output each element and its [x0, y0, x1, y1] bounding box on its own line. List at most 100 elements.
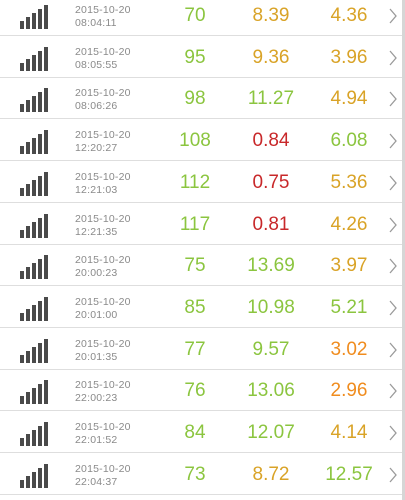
- signal-bar: [38, 259, 42, 279]
- signal-bar: [26, 184, 30, 196]
- list-item[interactable]: 2015-10-20 20:01:35 77 9.57 3.02: [0, 330, 402, 370]
- chevron-right-icon[interactable]: [389, 383, 397, 399]
- list-item[interactable]: 2015-10-20 22:00:23 76 13.06 2.96: [0, 371, 402, 411]
- signal-bar: [20, 355, 24, 363]
- value-2: 12.07: [247, 422, 295, 443]
- timestamp-time: 12:20:27: [75, 142, 118, 154]
- chevron-right-icon[interactable]: [389, 467, 397, 483]
- timestamp-date: 2015-10-20: [75, 87, 131, 99]
- signal-bar: [44, 130, 48, 154]
- signal-strength-icon: [20, 130, 52, 154]
- list-item[interactable]: 2015-10-20 12:21:03 112 0.75 5.36: [0, 163, 402, 203]
- signal-bar: [20, 396, 24, 404]
- timestamp-date: 2015-10-20: [75, 46, 131, 58]
- signal-bar: [32, 347, 36, 363]
- list-item[interactable]: 2015-10-20 20:01:00 85 10.98 5.21: [0, 288, 402, 328]
- list-item[interactable]: 2015-10-20 08:05:55 95 9.36 3.96: [0, 38, 402, 78]
- timestamp-time: 08:04:11: [75, 17, 117, 29]
- timestamp-time: 12:21:35: [75, 226, 118, 238]
- signal-bar: [20, 63, 24, 71]
- timestamp-date: 2015-10-20: [75, 379, 131, 391]
- timestamp: 2015-10-20 08:06:26: [75, 87, 131, 113]
- chevron-right-icon[interactable]: [389, 133, 397, 149]
- list-item[interactable]: 2015-10-20 08:04:11 70 8.39 4.36: [0, 0, 402, 36]
- chevron-right-icon[interactable]: [389, 425, 397, 441]
- timestamp: 2015-10-20 20:01:35: [75, 338, 131, 364]
- value-2: 9.57: [252, 339, 290, 360]
- timestamp-date: 2015-10-20: [75, 171, 131, 183]
- value-1: 112: [179, 172, 211, 193]
- value-3: 3.02: [330, 339, 368, 360]
- signal-bar: [44, 422, 48, 446]
- value-2: 9.36: [252, 47, 290, 68]
- value-3: 4.14: [330, 422, 368, 443]
- value-2: 0.81: [252, 214, 290, 235]
- value-2: 11.27: [247, 88, 295, 109]
- timestamp: 2015-10-20 22:00:23: [75, 379, 131, 405]
- timestamp: 2015-10-20 22:01:52: [75, 421, 131, 447]
- timestamp-time: 20:01:00: [75, 309, 118, 321]
- signal-bar: [38, 92, 42, 112]
- timestamp: 2015-10-20 22:04:37: [75, 463, 131, 489]
- value-2: 0.75: [252, 172, 290, 193]
- signal-bar: [44, 172, 48, 196]
- timestamp-time: 22:01:52: [75, 434, 118, 446]
- signal-bar: [38, 426, 42, 446]
- signal-strength-icon: [20, 214, 52, 238]
- signal-bar: [26, 392, 30, 404]
- signal-bar: [32, 430, 36, 446]
- signal-bar: [26, 351, 30, 363]
- timestamp-date: 2015-10-20: [75, 421, 131, 433]
- list-item[interactable]: 2015-10-20 22:04:37 73 8.72 12.57: [0, 455, 402, 495]
- chevron-right-icon[interactable]: [389, 300, 397, 316]
- timestamp: 2015-10-20 12:20:27: [75, 129, 131, 155]
- chevron-right-icon[interactable]: [389, 175, 397, 191]
- signal-strength-icon: [20, 339, 52, 363]
- signal-bar: [44, 464, 48, 488]
- list-item[interactable]: 2015-10-20 08:06:26 98 11.27 4.94: [0, 79, 402, 119]
- signal-strength-icon: [20, 88, 52, 112]
- signal-bar: [44, 5, 48, 29]
- timestamp: 2015-10-20 20:00:23: [75, 254, 131, 280]
- chevron-right-icon[interactable]: [389, 8, 397, 24]
- signal-bar: [44, 380, 48, 404]
- value-3: 4.94: [330, 88, 368, 109]
- value-1: 76: [184, 380, 206, 401]
- timestamp-date: 2015-10-20: [75, 254, 131, 266]
- value-1: 117: [179, 214, 211, 235]
- list-item[interactable]: 2015-10-20 22:01:52 84 12.07 4.14: [0, 413, 402, 453]
- signal-bar: [38, 468, 42, 488]
- signal-bar: [20, 104, 24, 112]
- value-1: 95: [184, 47, 206, 68]
- value-2: 8.39: [252, 5, 290, 26]
- chevron-right-icon[interactable]: [389, 217, 397, 233]
- signal-bar: [26, 226, 30, 238]
- signal-strength-icon: [20, 47, 52, 71]
- value-3: 12.57: [325, 464, 373, 485]
- chevron-right-icon[interactable]: [389, 342, 397, 358]
- signal-bar: [20, 438, 24, 446]
- timestamp: 2015-10-20 20:01:00: [75, 296, 131, 322]
- signal-bar: [38, 218, 42, 238]
- chevron-right-icon[interactable]: [389, 91, 397, 107]
- list-item[interactable]: 2015-10-20 20:00:23 75 13.69 3.97: [0, 246, 402, 286]
- timestamp: 2015-10-20 08:04:11: [75, 4, 131, 30]
- signal-bar: [44, 297, 48, 321]
- signal-bar: [26, 267, 30, 279]
- value-2: 8.72: [252, 464, 290, 485]
- list-item[interactable]: 2015-10-20 12:21:35 117 0.81 4.26: [0, 205, 402, 245]
- value-3: 2.96: [330, 380, 368, 401]
- signal-strength-icon: [20, 297, 52, 321]
- chevron-right-icon[interactable]: [389, 50, 397, 66]
- value-3: 3.96: [330, 47, 368, 68]
- signal-bar: [26, 17, 30, 29]
- value-1: 84: [184, 422, 206, 443]
- signal-strength-icon: [20, 380, 52, 404]
- list-item[interactable]: 2015-10-20 12:20:27 108 0.84 6.08: [0, 121, 402, 161]
- timestamp-date: 2015-10-20: [75, 463, 131, 475]
- signal-bar: [32, 388, 36, 404]
- chevron-right-icon[interactable]: [389, 258, 397, 274]
- signal-strength-icon: [20, 172, 52, 196]
- timestamp-time: 20:01:35: [75, 351, 118, 363]
